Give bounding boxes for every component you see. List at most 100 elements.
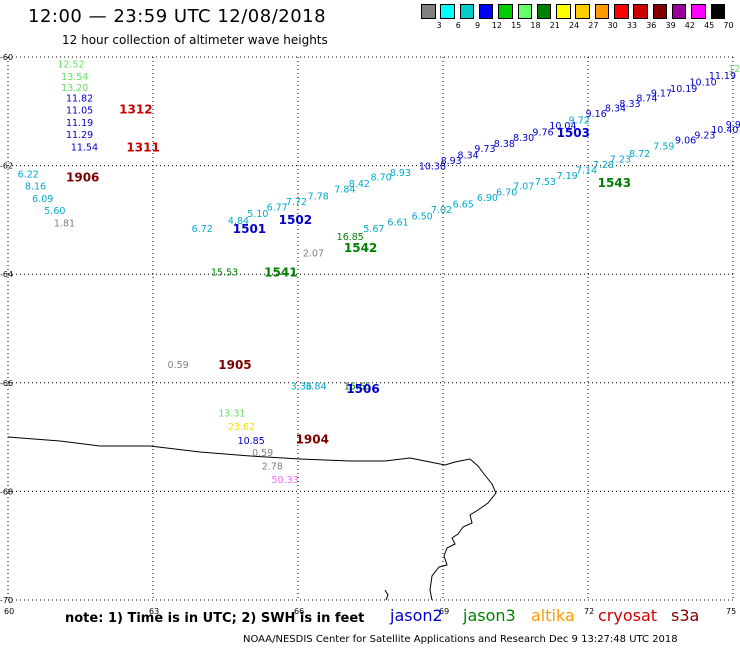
legend-swatch [421, 4, 436, 19]
wave-height-value: 3.84 [305, 382, 326, 393]
wave-height-value: 6.09 [32, 194, 53, 205]
wave-height-value: 1.81 [54, 219, 75, 230]
longitude-tick-label: 75 [726, 607, 736, 616]
legend-label: 9 [475, 21, 481, 30]
wave-height-value: 7.59 [653, 142, 674, 153]
wave-height-value: 6.65 [453, 200, 474, 211]
wave-height-value: 9.98 [726, 120, 740, 131]
legend-swatch [614, 4, 629, 19]
wave-height-value: 6.70 [496, 188, 517, 199]
wave-height-value: 8.70 [371, 172, 392, 183]
wave-height-value: 11.19 [709, 71, 736, 82]
page-title: 12:00 — 23:59 UTC 12/08/2018 [28, 6, 327, 27]
satellite-legend-s3a: s3a [671, 606, 700, 625]
wave-height-value: 5.10 [247, 209, 268, 220]
wave-height-value: 8.93 [390, 168, 411, 179]
legend-label: 70 [723, 21, 734, 30]
wave-height-value: 10.40 [711, 125, 738, 136]
latitude-tick-label: -64 [0, 270, 13, 279]
wave-height-value: 11.29 [66, 130, 93, 141]
wave-height-value: 16.85 [337, 232, 364, 243]
legend-label: 36 [646, 21, 657, 30]
wave-height-value: 10.85 [238, 436, 265, 447]
wave-height-value: 7.23 [610, 155, 631, 166]
wave-height-value: 8.72 [629, 149, 650, 160]
pass-number: 1541 [264, 265, 297, 279]
legend-label: 15 [511, 21, 522, 30]
wave-height-value: 12.52 [57, 60, 84, 71]
legend-label: 3 [436, 21, 442, 30]
wave-height-value: 50.33 [271, 475, 298, 486]
legend-label: 33 [626, 21, 638, 30]
footer-note: note: 1) Time is in UTC; 2) SWH is in fe… [65, 611, 365, 626]
wave-height-value: 9.73 [474, 144, 495, 155]
wave-height-value: 10.38 [419, 162, 446, 173]
wave-height-value: 11.82 [66, 94, 93, 105]
legend-swatch [498, 4, 513, 19]
legend-label: 42 [684, 21, 695, 30]
wave-height-value: 7.53 [535, 177, 556, 188]
legend-label: 39 [665, 21, 676, 30]
wave-height-value: 9.17 [651, 88, 672, 99]
pass-number: 1906 [66, 170, 99, 184]
wave-height-value: 2.78 [262, 461, 283, 472]
wave-height-value: 5.60 [44, 206, 65, 217]
legend-swatch [575, 4, 590, 19]
wave-height-value: 8.34 [458, 151, 479, 162]
pass-number: 1506 [346, 382, 379, 396]
wave-height-value: 0.59 [168, 360, 189, 371]
longitude-tick-label: 63 [149, 607, 159, 616]
pass-number: 1312 [119, 103, 152, 117]
wave-height-value: 12.01 [728, 64, 740, 75]
wave-height-value: 10.19 [670, 84, 697, 95]
legend-label: 45 [704, 21, 715, 30]
wave-height-value: 7.02 [431, 205, 452, 216]
wave-height-value: 4.84 [228, 216, 249, 227]
legend-label: 27 [588, 21, 599, 30]
wave-height-value: 6.72 [192, 224, 213, 235]
pass-number: 1542 [344, 241, 377, 255]
wave-height-value: 13.54 [61, 72, 88, 83]
graticule [7, 56, 734, 601]
wave-height-value: 10.04 [549, 121, 576, 132]
latitude-tick-label: -66 [0, 379, 13, 388]
pass-number: 1904 [296, 433, 329, 447]
wave-height-value: 7.84 [334, 184, 355, 195]
legend-swatch [517, 4, 532, 19]
wave-height-value: 11.54 [71, 143, 98, 154]
longitude-tick-label: 66 [294, 607, 304, 616]
wave-height-value: 9.76 [532, 127, 553, 138]
wave-height-value: 13.20 [61, 83, 88, 94]
legend-swatch [671, 4, 687, 19]
antarctic-coastline [7, 436, 497, 601]
satellite-legend-altika: altika [531, 606, 575, 625]
wave-height-value: 7.07 [513, 182, 534, 193]
wave-height-value: 7.19 [557, 171, 578, 182]
wave-height-value: 7.28 [593, 160, 614, 171]
wave-height-value: 15.65 [344, 382, 371, 393]
wave-height-value: 9.23 [694, 131, 715, 142]
wave-height-value: 8.38 [494, 139, 515, 150]
wave-height-labels: 12.5213.5413.2011.8211.0511.1911.2911.54… [18, 60, 740, 486]
legend-label: 24 [569, 21, 580, 30]
longitude-tick-label: 72 [584, 607, 594, 616]
legend-swatch [440, 4, 455, 19]
legend-swatch [594, 4, 610, 19]
legend-swatch [536, 4, 552, 19]
wave-height-value: 8.33 [619, 99, 640, 110]
wave-height-value: 13.31 [218, 409, 245, 420]
credit-line: NOAA/NESDIS Center for Satellite Applica… [243, 634, 678, 645]
legend-swatch [478, 4, 494, 19]
longitude-tick-label: 69 [439, 607, 449, 616]
legend-swatch [633, 4, 648, 19]
latitude-tick-label: -70 [0, 596, 13, 605]
latitude-tick-label: -68 [0, 487, 13, 496]
wave-height-value: 8.93 [441, 156, 462, 167]
pass-number: 1543 [598, 176, 631, 190]
wave-height-value: 23.62 [228, 422, 255, 433]
wave-height-value: 8.42 [349, 179, 370, 190]
satellite-legend-cryosat: cryosat [598, 606, 658, 625]
satellite-legend-jason2: jason2 [390, 606, 443, 625]
